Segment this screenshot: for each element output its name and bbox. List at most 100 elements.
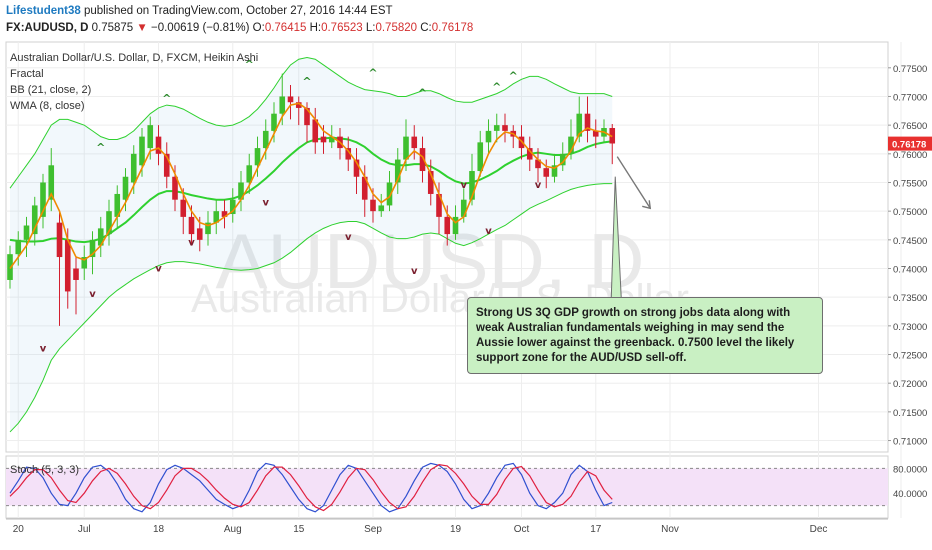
candle-body [353,159,360,177]
fractal-down-marker: v [345,232,352,243]
fractal-down-marker: v [155,263,162,274]
open-value: 0.76415 [264,22,307,34]
author-link[interactable]: Lifestudent38 [6,5,81,17]
fractal-up-marker: ^ [418,86,427,99]
candle-body [551,165,558,177]
candle-body [535,159,541,169]
legend-fractal[interactable]: Fractal [10,68,44,80]
symbol-name: FX:AUDUSD, D [6,22,89,34]
fractal-down-marker: v [411,266,418,277]
y-axis-label: 0.72500 [893,351,927,362]
candle-body [205,222,211,235]
candle-body [576,113,583,137]
candle-body [172,176,178,200]
candle-body [213,211,220,223]
projection-arrowhead [642,200,652,210]
candle-body [48,165,55,200]
candle-body [493,125,500,131]
fractal-down-marker: v [89,289,96,300]
watermark-symbol: AUDUSD, D [215,217,644,305]
candle-body [378,205,385,212]
projection-line [616,156,651,209]
y-axis-label: 0.72000 [893,379,927,390]
candle-body [196,228,203,240]
down-arrow-icon: ▼ [136,22,148,34]
candle-body [568,136,574,154]
candle-body [188,216,195,235]
fractal-up-marker: ^ [509,69,518,82]
fractal-down-marker: v [40,344,47,355]
last-price: 0.75875 [91,22,134,34]
candle-body [23,225,30,240]
y-axis-label: 0.73500 [893,293,927,304]
x-axis-label: 15 [293,524,305,535]
chart-legend: Australian Dollar/U.S. Dollar, D, FXCM, … [10,50,258,114]
stoch-axis-label: 80.0000 [893,464,927,475]
candle-body [147,125,154,149]
fractal-down-marker: v [460,180,467,191]
candle-body [386,182,393,206]
y-axis-label: 0.74500 [893,236,927,247]
y-axis-label: 0.73000 [893,322,927,333]
candle-body [89,239,96,258]
low-value: 0.75820 [375,22,418,34]
chart-header: Lifestudent38 published on TradingView.c… [0,0,932,40]
candle-body [345,148,352,160]
candle-body [403,136,409,160]
candle-body [221,211,228,217]
candle-body [328,136,335,143]
candle-body [526,148,533,160]
close-value: 0.76178 [431,22,474,34]
candle-body [246,165,253,183]
candle-body [502,125,508,131]
candle-body [304,107,310,126]
candle-body [271,113,277,131]
candle-body [229,199,236,215]
fractal-up-marker: ^ [245,58,254,71]
fractal-down-marker: v [188,238,195,249]
legend-title: Australian Dollar/U.S. Dollar, D, FXCM, … [10,52,259,64]
candle-body [411,136,418,149]
candle-body [559,153,566,166]
close-label: C: [420,22,432,34]
candle-body [262,130,269,149]
wma-line [9,102,613,269]
legend-bollinger[interactable]: BB (21, close, 2) [10,84,92,96]
high-value: 0.76523 [321,22,363,34]
candle-body [15,239,22,255]
y-axis-label: 0.71500 [893,408,927,419]
candle-body [592,130,599,137]
candle-body [361,176,368,200]
y-axis-label: 0.75500 [893,178,927,189]
candle-body [460,199,467,217]
candle-body [477,142,484,172]
candle-body [7,254,13,280]
candle-body [56,222,63,258]
analysis-callout[interactable]: Strong US 3Q GDP growth on strong jobs d… [467,297,823,374]
x-axis-label: 19 [450,524,462,535]
candle-body [130,153,137,183]
x-axis-label: Nov [661,524,679,535]
x-axis-label: Jul [78,524,91,535]
legend-wma[interactable]: WMA (8, close) [10,100,85,112]
fractal-up-marker: ^ [96,141,105,154]
candle-body [485,130,492,143]
y-axis-label: 0.76000 [893,150,927,161]
x-axis-label: Oct [514,524,530,535]
candle-body [180,199,187,217]
last-price-label: 0.76178 [892,140,926,151]
price-change: −0.00619 (−0.81%) [151,22,250,34]
x-axis-label: 18 [153,524,165,535]
stoch-axis-label: 40.0000 [893,489,927,500]
x-axis-label: Sep [364,524,382,535]
candle-body [106,211,112,235]
x-axis-label: 20 [13,524,25,535]
candle-body [73,268,79,280]
open-label: O: [252,22,265,34]
y-axis-label: 0.75000 [893,207,927,218]
y-axis-label: 0.74000 [893,265,927,276]
stoch-k-line [9,462,613,513]
candle-body [279,96,286,114]
candle-body [452,216,459,235]
